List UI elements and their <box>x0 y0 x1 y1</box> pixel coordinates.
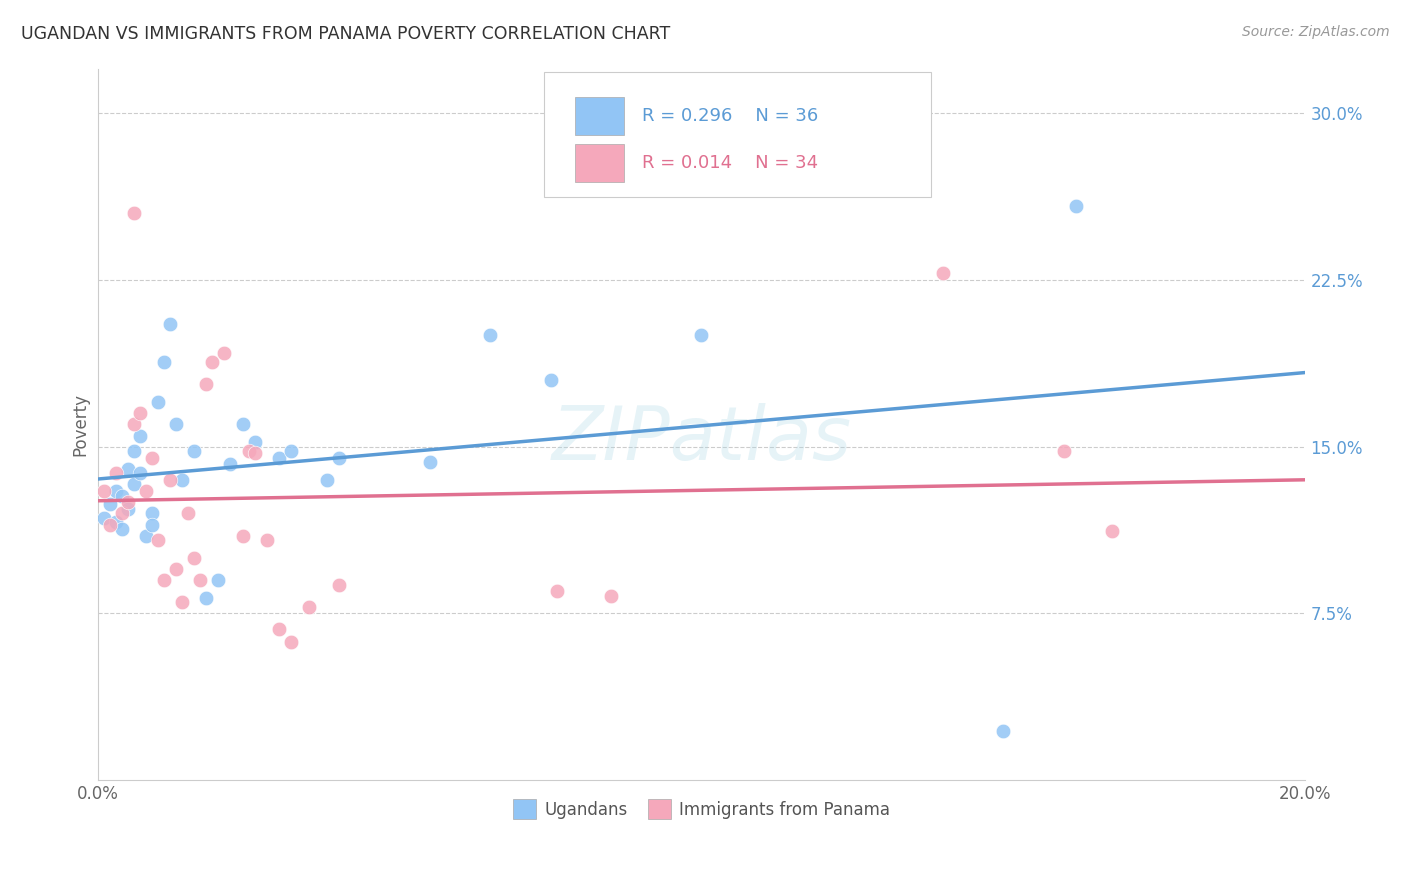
Point <box>267 622 290 636</box>
Point <box>172 473 194 487</box>
Point <box>104 467 127 481</box>
Point <box>540 373 562 387</box>
FancyBboxPatch shape <box>544 72 931 196</box>
Point <box>328 577 350 591</box>
Point <box>183 444 205 458</box>
Point <box>195 591 218 605</box>
Point <box>280 444 302 458</box>
Point <box>122 206 145 220</box>
Point <box>93 484 115 499</box>
Point <box>141 450 163 465</box>
Point <box>153 355 176 369</box>
Point <box>117 502 139 516</box>
Point <box>207 573 229 587</box>
Point <box>177 507 200 521</box>
Text: R = 0.014    N = 34: R = 0.014 N = 34 <box>643 154 818 172</box>
Point <box>146 395 169 409</box>
Point <box>328 450 350 465</box>
Y-axis label: Poverty: Poverty <box>72 392 89 456</box>
Text: Source: ZipAtlas.com: Source: ZipAtlas.com <box>1241 25 1389 39</box>
Point <box>932 266 955 280</box>
Point <box>135 484 157 499</box>
Legend: Ugandans, Immigrants from Panama: Ugandans, Immigrants from Panama <box>506 793 897 825</box>
Point <box>690 328 713 343</box>
Point <box>165 562 187 576</box>
Point <box>122 444 145 458</box>
Point <box>231 528 253 542</box>
Point <box>141 517 163 532</box>
Point <box>201 355 224 369</box>
Point <box>316 473 339 487</box>
Point <box>172 595 194 609</box>
Point <box>599 589 621 603</box>
Point <box>298 599 321 614</box>
Point <box>165 417 187 432</box>
Text: UGANDAN VS IMMIGRANTS FROM PANAMA POVERTY CORRELATION CHART: UGANDAN VS IMMIGRANTS FROM PANAMA POVERT… <box>21 25 671 43</box>
Point <box>135 528 157 542</box>
Text: ZIPatlas: ZIPatlas <box>551 402 852 475</box>
Point <box>104 484 127 499</box>
Point <box>153 573 176 587</box>
Point <box>128 467 150 481</box>
Point <box>159 473 181 487</box>
Point <box>111 507 134 521</box>
Point <box>280 635 302 649</box>
Point <box>419 455 441 469</box>
FancyBboxPatch shape <box>575 97 624 136</box>
Point <box>98 498 121 512</box>
Point <box>219 458 242 472</box>
Point <box>993 724 1015 739</box>
Point <box>183 550 205 565</box>
Point <box>256 533 278 547</box>
Point <box>546 584 568 599</box>
Point <box>188 573 211 587</box>
Point <box>122 417 145 432</box>
Point <box>159 318 181 332</box>
Point <box>267 450 290 465</box>
FancyBboxPatch shape <box>575 144 624 182</box>
Point <box>238 444 260 458</box>
Point <box>1064 199 1087 213</box>
Point <box>479 328 502 343</box>
Point <box>195 377 218 392</box>
Point <box>146 533 169 547</box>
Point <box>231 417 253 432</box>
Point <box>141 507 163 521</box>
Point <box>1101 524 1123 538</box>
Point <box>243 435 266 450</box>
Point <box>93 511 115 525</box>
Point <box>111 489 134 503</box>
Point <box>214 346 236 360</box>
Point <box>104 516 127 530</box>
Text: R = 0.296    N = 36: R = 0.296 N = 36 <box>643 107 818 125</box>
Point <box>243 446 266 460</box>
Point <box>122 477 145 491</box>
Point <box>128 428 150 442</box>
Point <box>128 406 150 420</box>
Point <box>98 517 121 532</box>
Point <box>111 522 134 536</box>
Point <box>117 462 139 476</box>
Point <box>1053 444 1076 458</box>
Point <box>117 495 139 509</box>
